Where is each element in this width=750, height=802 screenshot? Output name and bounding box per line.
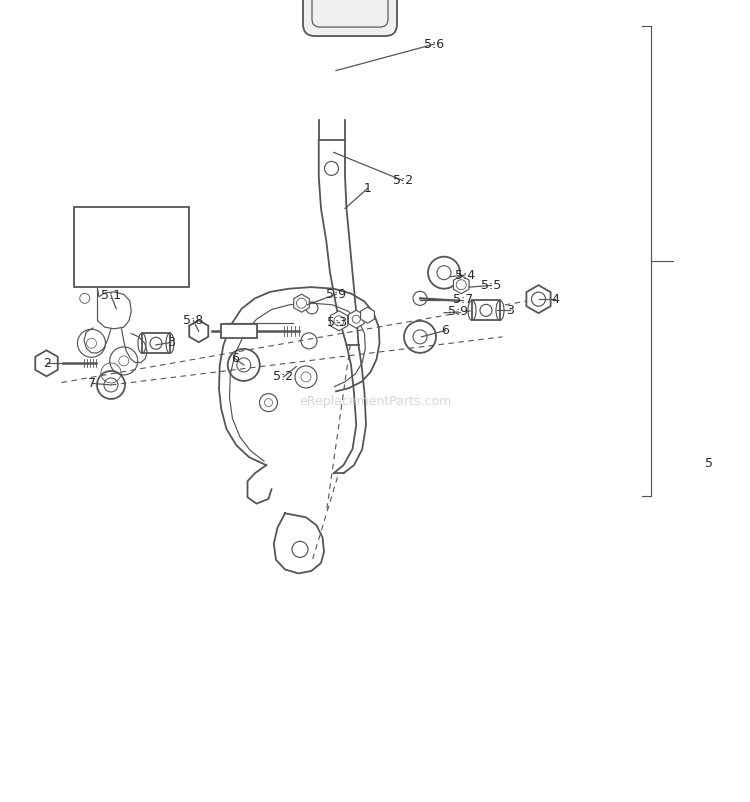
Text: 5:9: 5:9	[326, 288, 346, 301]
Polygon shape	[330, 311, 348, 330]
FancyBboxPatch shape	[303, 0, 397, 36]
Polygon shape	[294, 294, 309, 312]
Polygon shape	[349, 310, 364, 328]
Bar	[220, 324, 256, 338]
Text: 6: 6	[231, 352, 238, 365]
Text: 5:6: 5:6	[424, 38, 444, 51]
Text: 5:2: 5:2	[274, 371, 293, 383]
Text: 5:8: 5:8	[183, 314, 203, 327]
Text: 2: 2	[44, 357, 51, 370]
Text: 3: 3	[506, 304, 514, 317]
Polygon shape	[526, 286, 550, 313]
Polygon shape	[454, 276, 469, 294]
Bar	[74, 207, 188, 287]
FancyBboxPatch shape	[312, 0, 388, 27]
Text: 5: 5	[705, 457, 712, 470]
Text: 7: 7	[88, 377, 96, 390]
Text: 5:2: 5:2	[393, 174, 412, 187]
Text: 5:4: 5:4	[455, 269, 475, 282]
Text: 3: 3	[167, 336, 175, 349]
Text: 5:3: 5:3	[327, 316, 346, 329]
Text: 6: 6	[442, 324, 449, 337]
Text: eReplacementParts.com: eReplacementParts.com	[298, 395, 452, 407]
Text: 5:1: 5:1	[101, 289, 121, 302]
Bar	[142, 334, 170, 353]
Polygon shape	[189, 320, 209, 342]
Text: 5:9: 5:9	[448, 306, 468, 318]
Polygon shape	[35, 350, 58, 376]
Polygon shape	[361, 307, 374, 323]
Text: 4: 4	[551, 293, 559, 306]
Text: 5:7: 5:7	[452, 294, 472, 306]
Text: 1: 1	[364, 182, 371, 195]
Bar	[472, 301, 500, 320]
Text: 5:5: 5:5	[482, 279, 501, 292]
